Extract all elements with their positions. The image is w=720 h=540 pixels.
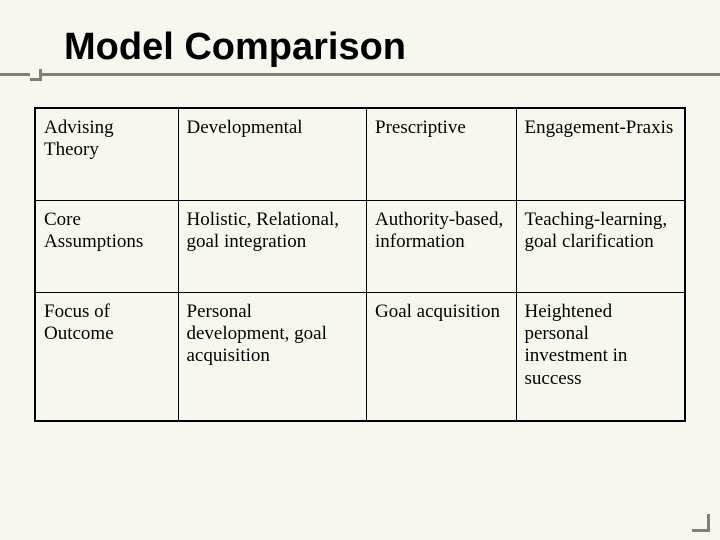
col-header: Developmental <box>178 108 367 200</box>
table-row: Core Assumptions Holistic, Relational, g… <box>35 200 685 292</box>
corner-decoration-icon <box>692 514 710 532</box>
table-header-row: Advising Theory Developmental Prescripti… <box>35 108 685 200</box>
table-cell: Authority-based, information <box>367 200 517 292</box>
row-label: Focus of Outcome <box>35 292 178 421</box>
table-cell: Heightened personal investment in succes… <box>516 292 685 421</box>
table-cell: Goal acquisition <box>367 292 517 421</box>
col-header: Prescriptive <box>367 108 517 200</box>
comparison-table: Advising Theory Developmental Prescripti… <box>34 107 686 422</box>
slide: Model Comparison Advising Theory Develop… <box>0 0 720 540</box>
table-cell: Teaching-learning, goal clarification <box>516 200 685 292</box>
title-rule <box>34 73 686 83</box>
table-row: Focus of Outcome Personal development, g… <box>35 292 685 421</box>
col-header: Engagement-Praxis <box>516 108 685 200</box>
row-label: Core Assumptions <box>35 200 178 292</box>
col-header: Advising Theory <box>35 108 178 200</box>
slide-title: Model Comparison <box>64 26 686 69</box>
table-cell: Holistic, Relational, goal integration <box>178 200 367 292</box>
table-cell: Personal development, goal acquisition <box>178 292 367 421</box>
